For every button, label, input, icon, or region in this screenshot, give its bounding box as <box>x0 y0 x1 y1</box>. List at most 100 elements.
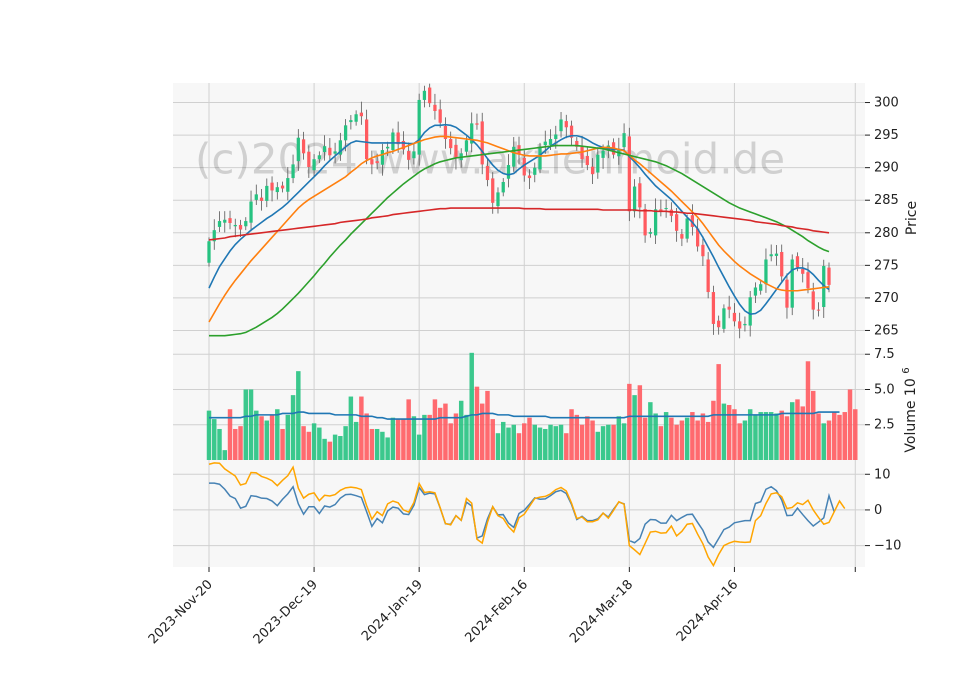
price-tick-label: 285 <box>874 193 899 208</box>
volume-bar <box>395 419 401 460</box>
volume-bar <box>595 431 601 460</box>
price-tick-label: 280 <box>874 226 899 241</box>
candle-body <box>207 241 211 263</box>
volume-bar <box>527 417 532 460</box>
volume-bar <box>511 424 516 460</box>
volume-bar <box>811 390 816 460</box>
volume-bar <box>616 416 622 460</box>
candle-body <box>627 136 631 212</box>
candle-body <box>585 155 589 166</box>
candle-body <box>343 125 348 141</box>
candle-body <box>669 209 674 216</box>
candle-body <box>780 251 784 277</box>
volume-bar <box>280 428 285 460</box>
candle-body <box>554 134 558 140</box>
volume-bar <box>222 450 227 460</box>
candle-body <box>485 166 490 181</box>
volume-bar <box>700 413 706 460</box>
candle-body <box>433 104 437 112</box>
candle-body <box>685 218 689 239</box>
candle-body <box>690 215 695 227</box>
volume-bar <box>364 413 369 460</box>
volume-bar <box>296 371 301 460</box>
candle-body <box>449 139 453 149</box>
candle-body <box>322 146 327 153</box>
volume-bar <box>385 437 390 460</box>
volume-bar <box>422 414 427 460</box>
volume-bar <box>805 361 811 460</box>
volume-bar <box>716 364 721 460</box>
volume-bar <box>611 424 616 460</box>
x-tick-label: 2024-Mar-18 <box>567 577 636 646</box>
volume-bar <box>212 419 217 460</box>
candle-body <box>622 133 626 148</box>
candle-body <box>407 151 411 160</box>
candle-body <box>380 150 385 165</box>
candle-body <box>795 256 800 268</box>
candle-body <box>396 132 400 145</box>
price-tick-label: 300 <box>874 96 899 111</box>
candle-body <box>364 119 369 160</box>
volume-bar <box>737 423 742 460</box>
volume-bar <box>217 428 222 460</box>
volume-bar <box>726 405 732 460</box>
volume-bar <box>227 409 233 460</box>
volume-bar <box>432 399 438 460</box>
candle-body <box>333 151 337 154</box>
candle-body <box>428 87 432 104</box>
volume-bar <box>406 399 411 460</box>
volume-bar <box>264 420 270 460</box>
volume-bar <box>495 433 501 460</box>
volume-bar <box>800 406 805 460</box>
volume-bar <box>448 423 453 460</box>
x-tick-label: 2024-Jan-19 <box>359 577 426 644</box>
volume-bar <box>600 426 606 460</box>
candle-body <box>643 209 647 236</box>
volume-bar <box>721 403 727 460</box>
candle-body <box>512 146 516 167</box>
volume-bar <box>275 409 280 460</box>
watermark: (c)2024 www.aktienmoid.de <box>195 135 785 184</box>
volume-bar <box>768 412 774 460</box>
volume-tick-label: 5.0 <box>874 382 895 397</box>
candle-body <box>580 146 584 160</box>
volume-bar <box>332 434 338 460</box>
volume-bar <box>269 414 275 460</box>
candle-body <box>496 192 500 207</box>
candle-body <box>506 165 511 179</box>
candle-body <box>738 321 742 329</box>
volume-bar <box>853 409 858 460</box>
volume-bar <box>322 438 327 460</box>
volume-bar <box>695 420 700 460</box>
volume-bar <box>816 413 821 460</box>
volume-bar <box>359 396 364 460</box>
volume-bar <box>779 410 784 460</box>
volume-bar <box>558 424 564 460</box>
candle-body <box>674 214 679 231</box>
candle-body <box>785 279 789 308</box>
candle-body <box>533 167 537 175</box>
candle-body <box>412 151 416 159</box>
price-moving-averages <box>208 123 830 337</box>
volume-bar <box>238 426 243 460</box>
volume-bar <box>233 428 238 460</box>
ma-line <box>209 144 830 337</box>
price-axis-label: Price <box>904 201 920 235</box>
volume-bar <box>847 389 853 460</box>
price-tick-label: 295 <box>874 128 899 143</box>
x-tick-label: 2024-Apr-16 <box>674 577 741 644</box>
volume-bar <box>543 428 548 460</box>
volume-bar <box>254 410 259 460</box>
oscillator-tick-label: 0 <box>874 503 882 518</box>
volume-bar <box>747 409 753 460</box>
candle-body <box>538 146 542 170</box>
candle-body <box>701 244 705 257</box>
ma-line <box>208 135 830 323</box>
candle-body <box>438 109 442 123</box>
candle-body <box>559 119 563 132</box>
volume-bar <box>469 352 474 460</box>
candle-body <box>328 147 332 156</box>
candle-body <box>801 268 805 274</box>
volume-bar <box>606 424 611 460</box>
volume-bar <box>427 414 432 460</box>
